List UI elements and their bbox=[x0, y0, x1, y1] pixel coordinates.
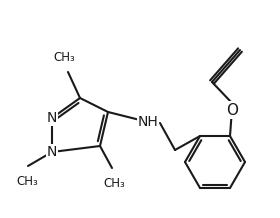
Text: CH₃: CH₃ bbox=[103, 177, 125, 190]
Text: O: O bbox=[226, 102, 238, 118]
Text: N: N bbox=[47, 111, 57, 125]
Text: CH₃: CH₃ bbox=[53, 51, 75, 64]
Text: NH: NH bbox=[138, 115, 158, 129]
Text: N: N bbox=[47, 145, 57, 159]
Text: CH₃: CH₃ bbox=[16, 175, 38, 188]
